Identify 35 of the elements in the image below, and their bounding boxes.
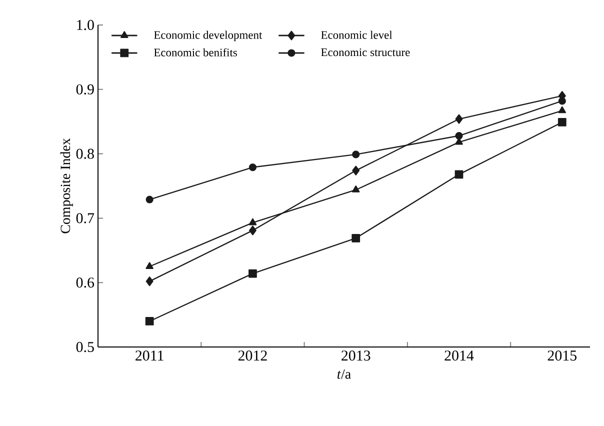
x-tick-label: 2013 <box>342 350 370 361</box>
point <box>248 226 256 236</box>
point <box>352 234 360 242</box>
x-tick-label: 2012 <box>238 350 267 361</box>
legend-label: Economic structure <box>321 48 410 56</box>
point <box>352 166 360 176</box>
point <box>455 114 463 124</box>
point <box>146 262 154 269</box>
point <box>352 185 360 192</box>
legend-label: Economic level <box>321 30 392 39</box>
y-tick-label: 0.8 <box>76 148 94 159</box>
point <box>248 218 257 226</box>
y-tick-label: 1.0 <box>77 20 94 30</box>
point <box>248 269 257 278</box>
x-tick-label: 2015 <box>548 350 577 361</box>
y-tick-label: 0.6 <box>76 278 94 288</box>
x-axis-title: t/a <box>338 369 351 379</box>
y-tick-label: 0.7 <box>76 213 94 224</box>
point <box>558 118 566 126</box>
y-axis-title: Composite Index <box>60 138 73 234</box>
point <box>145 317 154 326</box>
y-tick-label: 0.9 <box>76 84 94 94</box>
point <box>558 106 566 114</box>
point <box>558 97 566 105</box>
point <box>146 196 154 204</box>
legend-label: Economic development <box>154 30 262 42</box>
point <box>248 164 257 172</box>
x-tick-label: 2011 <box>136 350 164 361</box>
point <box>454 170 464 179</box>
point <box>146 276 154 286</box>
point <box>455 132 463 140</box>
x-tick-label: 2014 <box>444 350 474 361</box>
point <box>352 150 360 158</box>
legend-label: Economic benifits <box>154 48 237 56</box>
y-tick-label: 0.5 <box>76 342 94 352</box>
